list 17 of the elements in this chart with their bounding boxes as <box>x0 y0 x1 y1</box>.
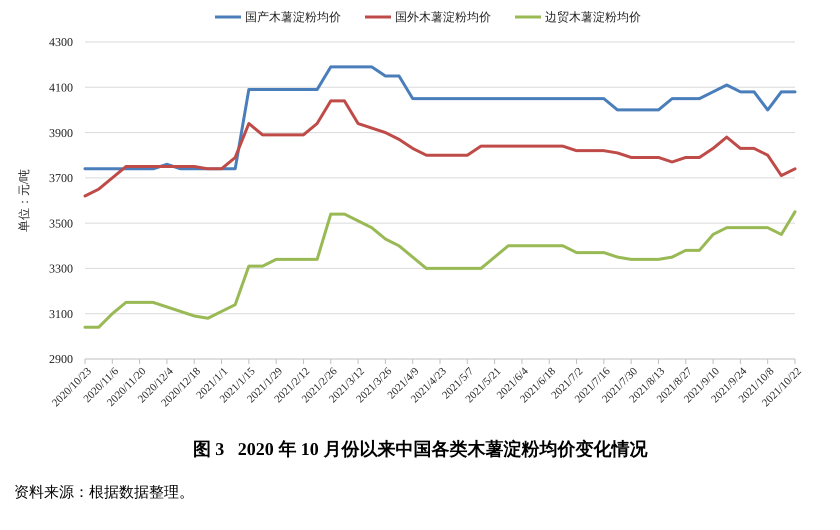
y-axis-title: 单位：元/吨 <box>17 168 31 232</box>
legend-label: 国外木薯淀粉均价 <box>395 10 491 24</box>
y-tick-label: 3100 <box>49 306 73 321</box>
text: 图 3 2020 年 10 月份以来中国各类木薯淀粉均价变化情况 <box>192 439 648 459</box>
line-series <box>84 210 796 329</box>
y-tick-label: 4300 <box>49 35 73 50</box>
y-tick-label: 2900 <box>49 352 73 366</box>
legend-label: 国产木薯淀粉均价 <box>245 10 341 24</box>
y-tick-label: 3300 <box>49 262 73 276</box>
y-tick-label: 3500 <box>49 216 73 230</box>
y-tick-label: 3700 <box>49 171 73 186</box>
text: 资料来源：根据数据整理。 <box>14 484 194 501</box>
line-series <box>84 65 796 170</box>
y-tick-label: 4100 <box>49 80 73 94</box>
y-tick-label: 3900 <box>49 126 73 140</box>
legend-label: 边贸木薯淀粉均价 <box>545 10 641 24</box>
line-series <box>84 99 796 198</box>
